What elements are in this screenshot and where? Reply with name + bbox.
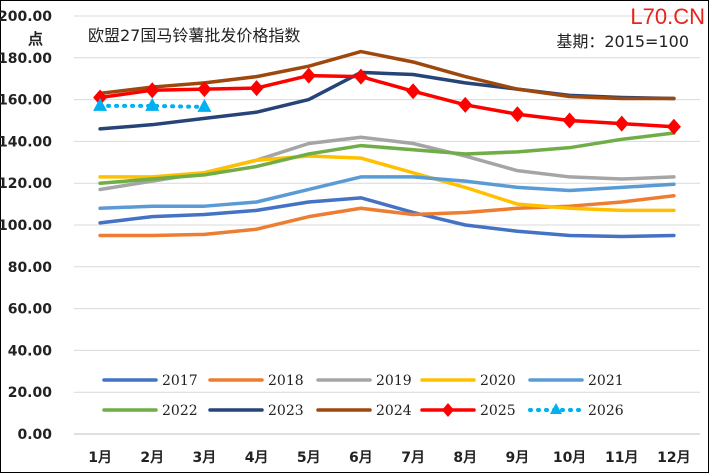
y-tick-label: 60.00 [8,302,53,318]
legend-label: 2018 [268,373,304,389]
series-2020 [98,154,676,213]
data-point [93,97,108,111]
series-2022 [98,131,676,185]
y-tick-label: 0.00 [17,427,52,443]
series-lines [93,49,681,239]
legend-label: 2021 [588,373,624,389]
series-2017 [98,196,676,239]
series-2021 [98,175,676,211]
series-line [98,193,676,238]
data-point [197,81,212,98]
data-point [353,68,368,85]
data-point [145,97,160,111]
data-point [562,112,577,129]
legend-label: 2022 [162,403,198,419]
x-tick-label: 2月 [140,450,164,466]
data-point [614,115,629,132]
data-point [249,80,264,97]
legend-label: 2025 [480,403,516,419]
x-tick-label: 4月 [245,450,269,466]
legend-item-2026: 2026 [528,403,624,419]
y-tick-label: 40.00 [8,343,53,359]
gridlines [74,15,700,435]
legend-item-2020: 2020 [420,373,516,389]
data-point [197,98,212,112]
legend-item-2024: 2024 [316,403,412,419]
y-tick-label: 120.00 [0,176,52,192]
legend-item-2017: 2017 [102,373,198,389]
legend-label: 2017 [162,373,198,389]
y-axis-label: 点 [28,30,44,48]
x-tick-label: 9月 [506,450,530,466]
data-point [510,106,525,123]
x-tick-label: 8月 [453,450,477,466]
x-tick-labels: 1月 2月 3月 4月 5月 6月 7月 8月 9月 10月 11月 12月 [88,450,690,466]
legend-label: 2024 [376,403,412,419]
legend: 2017 2018 2019 2020 2021 2022 2023 2024 2025 2026 [102,373,624,419]
legend-item-2022: 2022 [102,403,198,419]
y-tick-label: 160.00 [0,93,52,109]
series-2026 [93,97,212,112]
data-point [406,83,421,100]
legend-label: 2020 [480,373,516,389]
y-tick-label: 20.00 [8,385,53,401]
chart-title: 欧盟27国马铃薯批发价格指数 [88,26,301,45]
data-point [458,96,473,113]
legend-label: 2019 [376,373,412,389]
legend-item-2018: 2018 [208,373,304,389]
y-tick-label: 140.00 [0,134,52,150]
y-tick-label: 200.00 [0,9,52,25]
series-line [98,175,676,211]
x-tick-label: 1月 [88,450,112,466]
y-tick-labels: 0.00 20.00 40.00 60.00 80.00 100.00 120.00 140.… [0,9,52,443]
data-point [93,89,108,106]
series-line [98,196,676,239]
legend-marker [550,403,562,414]
legend-item-2023: 2023 [208,403,304,419]
x-tick-label: 6月 [349,450,373,466]
legend-item-2025: 2025 [420,403,516,419]
data-point [145,82,160,99]
series-2025 [93,67,681,135]
y-tick-label: 180.00 [0,51,52,67]
legend-label: 2023 [268,403,304,419]
series-line [98,73,676,129]
series-line [98,103,207,109]
series-line [98,49,676,101]
data-point [666,118,681,135]
series-line [98,154,676,213]
y-tick-label: 100.00 [0,218,52,234]
data-point [301,67,316,84]
x-tick-label: 11月 [605,450,638,466]
x-tick-label: 10月 [553,450,586,466]
legend-item-2019: 2019 [316,373,412,389]
series-2018 [98,193,676,238]
y-tick-label: 80.00 [8,260,53,276]
legend-marker [442,403,454,417]
x-tick-label: 3月 [193,450,217,466]
x-tick-label: 7月 [401,450,425,466]
x-tick-label: 12月 [657,450,690,466]
watermark-text: L70.CN [630,4,705,29]
legend-item-2021: 2021 [528,373,624,389]
chart-subtitle: 基期：2015=100 [556,32,689,51]
series-2024 [98,49,676,101]
x-tick-label: 5月 [297,450,321,466]
series-line [98,131,676,185]
legend-label: 2026 [588,403,624,419]
